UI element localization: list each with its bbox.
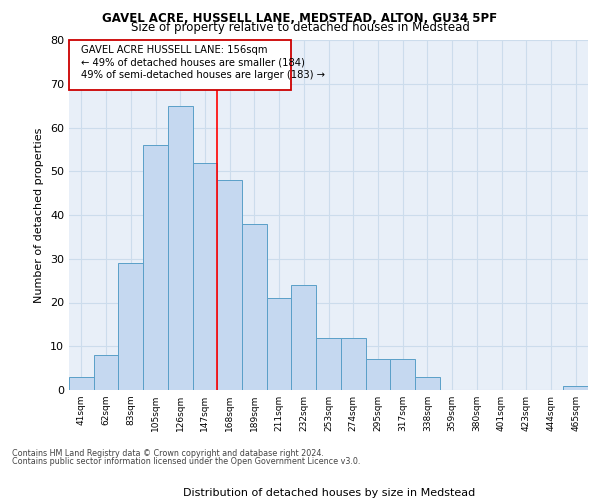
Text: Contains public sector information licensed under the Open Government Licence v3: Contains public sector information licen… <box>12 457 361 466</box>
Text: Size of property relative to detached houses in Medstead: Size of property relative to detached ho… <box>131 22 469 35</box>
Bar <box>365 360 390 390</box>
Text: Contains HM Land Registry data © Crown copyright and database right 2024.: Contains HM Land Registry data © Crown c… <box>12 448 324 458</box>
Bar <box>193 162 217 390</box>
Bar <box>341 338 365 390</box>
Text: 49% of semi-detached houses are larger (183) →: 49% of semi-detached houses are larger (… <box>82 70 325 80</box>
Bar <box>143 145 168 390</box>
Text: Distribution of detached houses by size in Medstead: Distribution of detached houses by size … <box>182 488 475 498</box>
FancyBboxPatch shape <box>69 40 292 90</box>
Bar <box>94 355 118 390</box>
Bar <box>390 360 415 390</box>
Bar <box>118 263 143 390</box>
Bar <box>217 180 242 390</box>
Bar <box>292 285 316 390</box>
Bar <box>168 106 193 390</box>
Bar <box>415 377 440 390</box>
Bar <box>267 298 292 390</box>
Text: GAVEL ACRE, HUSSELL LANE, MEDSTEAD, ALTON, GU34 5PF: GAVEL ACRE, HUSSELL LANE, MEDSTEAD, ALTO… <box>103 12 497 24</box>
Bar <box>563 386 588 390</box>
Text: ← 49% of detached houses are smaller (184): ← 49% of detached houses are smaller (18… <box>82 58 305 68</box>
Y-axis label: Number of detached properties: Number of detached properties <box>34 128 44 302</box>
Bar <box>242 224 267 390</box>
Bar <box>316 338 341 390</box>
Text: GAVEL ACRE HUSSELL LANE: 156sqm: GAVEL ACRE HUSSELL LANE: 156sqm <box>82 46 268 56</box>
Bar <box>69 377 94 390</box>
